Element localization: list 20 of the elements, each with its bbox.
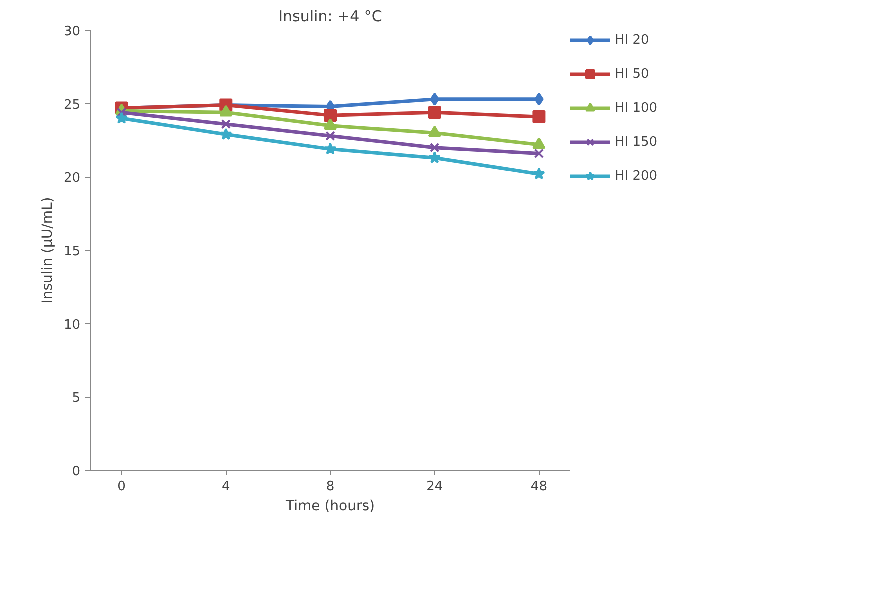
legend-label: HI 150 [615,134,658,150]
legend-label: HI 20 [615,32,650,48]
y-axis-title: Insulin (µU/mL) [40,197,56,304]
chart-title: Insulin: +4 °C [278,8,382,26]
x-tick-label: 24 [426,480,444,494]
y-tick-label: 15 [64,244,81,260]
y-tick-label: 10 [64,318,81,333]
x-tick-label: 48 [530,480,548,494]
x-tick-label: 0 [118,480,126,494]
legend-label: HI 50 [615,66,650,82]
y-tick-label: 20 [64,171,81,186]
x-tick-label: 4 [222,480,230,494]
y-tick-label: 25 [64,98,81,113]
y-tick-label: 30 [64,24,81,40]
legend-label: HI 200 [615,168,658,184]
x-axis-title: Time (hours) [285,498,375,514]
y-tick-label: 5 [72,391,81,406]
legend-label: HI 100 [615,100,658,116]
y-tick-label: 0 [72,464,81,480]
x-tick-label: 8 [326,480,335,494]
